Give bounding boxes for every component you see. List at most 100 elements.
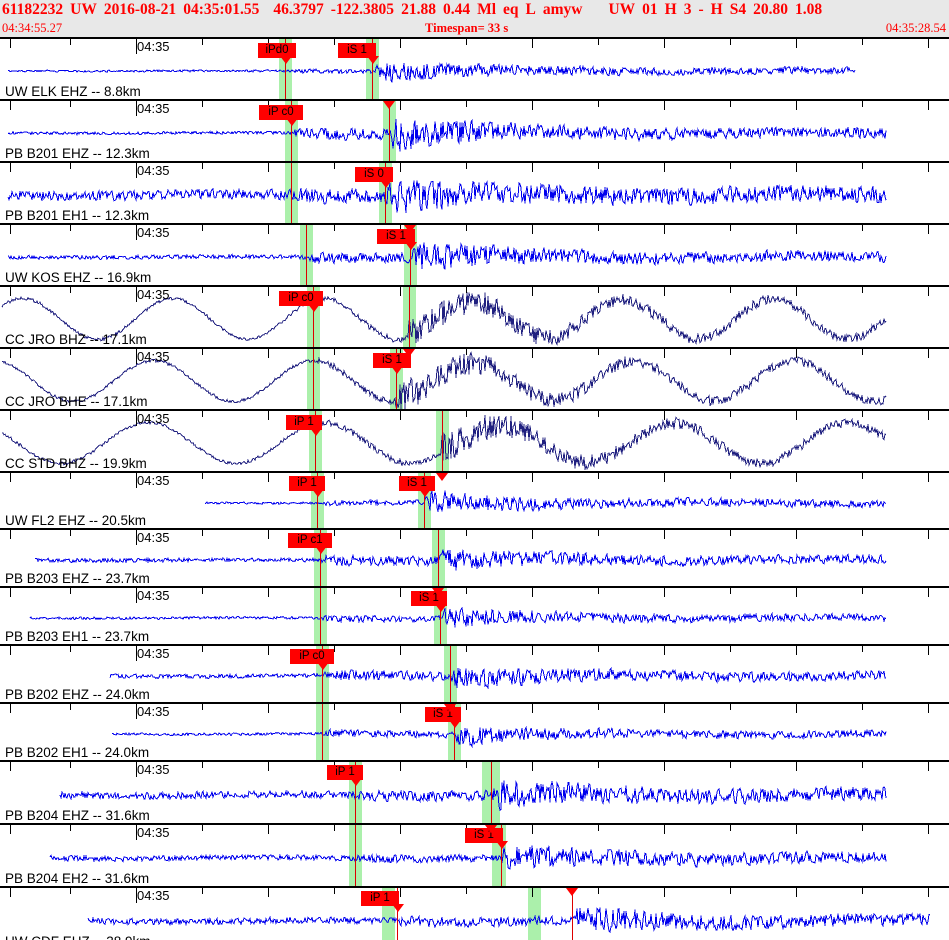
phase-count: 3 [683,1,692,18]
pick-arrow-icon [432,588,444,596]
station-channel-label[interactable]: PB B201 EH1 -- 12.3km [5,208,150,223]
auth-number: 01 [642,1,658,18]
station-channel-label[interactable]: CC STD BHZ -- 19.9km [5,456,147,471]
trace-panel[interactable]: 04:35 iS 0 PB B201 EH1 -- 12.3km [0,161,949,223]
phase-pick-tag[interactable]: iP c0 [259,105,303,120]
pick-time-line[interactable] [355,825,356,886]
waveform-trace [109,667,887,690]
pick-time-line[interactable] [315,411,316,471]
pick-time-line[interactable] [385,163,386,223]
station-channel-label[interactable]: PB B202 EH1 -- 24.0km [5,745,150,760]
station-channel-label[interactable]: PB B204 EH2 -- 31.6km [5,871,150,886]
pick-time-line[interactable] [313,287,314,347]
trace-panel[interactable]: 04:35 iP c0 PB B202 EHZ -- 24.0km [0,644,949,702]
phase-pick-tag[interactable]: iP 1 [286,415,322,430]
phase-pick-tag[interactable]: iP 1 [289,476,325,491]
pick-time-line[interactable] [450,646,451,702]
pick-time-line[interactable] [320,588,321,644]
event-type: eq [503,1,519,18]
station-channel-label[interactable]: PB B204 EHZ -- 31.6km [5,808,150,823]
phase-pick-tag[interactable]: iP 1 [327,765,363,780]
station-channel-label[interactable]: UW ELK EHZ -- 8.8km [5,84,141,99]
trace-panel[interactable]: 04:35 iS 1 PB B204 EH2 -- 31.6km [0,823,949,886]
pick-time-line[interactable] [320,530,321,586]
station-channel-label[interactable]: PB B202 EHZ -- 24.0km [5,687,150,702]
phase-pick-tag[interactable]: iS 1 [399,476,435,491]
trace-panel[interactable]: 04:35 iS 1 PB B203 EH1 -- 23.7km [0,586,949,644]
pick-time-line[interactable] [389,101,390,161]
trace-panel[interactable]: 04:35 iS 1 PB B202 EH1 -- 24.0km [0,702,949,760]
timespan-label: Timespan= 33 s [425,21,509,35]
pick-arrow-icon [405,242,417,250]
pick-time-line[interactable] [572,888,573,940]
pick-time-line[interactable] [372,39,373,99]
minute-marker-tick [136,39,137,54]
trace-panel[interactable]: 04:35 iPd0 iS 1 UW ELK EHZ -- 8.8km [0,37,949,99]
pick-time-line[interactable] [501,825,502,886]
event-longitude: -122.3805 [330,1,395,18]
pick-arrow-icon [566,888,578,896]
pick-time-line[interactable] [424,473,425,528]
waveform-trace [49,845,887,870]
pick-time-line[interactable] [355,762,356,823]
pick-time-line[interactable] [313,349,314,409]
phase-pick-tag[interactable]: iP c0 [279,291,323,306]
minute-marker-tick [136,349,137,364]
station-channel-label[interactable]: CC JRO BHE -- 17.1km [5,394,148,409]
phase-pick-tag[interactable]: iP 1 [361,891,399,906]
trace-panel[interactable]: 04:35 iP c1 PB B203 EHZ -- 23.7km [0,528,949,586]
pick-arrow-icon [308,304,320,312]
pick-arrow-icon [317,662,329,670]
trace-panel[interactable]: 04:35 iS 1 CC JRO BHE -- 17.1km [0,347,949,409]
h2-flag: H [710,1,723,18]
phase-pick-tag[interactable]: iP c1 [288,533,332,548]
trace-panel[interactable]: 04:35 iP c0 PB B201 EHZ -- 12.3km [0,99,949,161]
pick-time-line[interactable] [322,646,323,702]
pick-time-line[interactable] [442,411,443,471]
minute-marker-tick [136,225,137,240]
trace-panel[interactable]: 04:35 iP 1 iS 1 UW FL2 EHZ -- 20.5km [0,471,949,528]
phase-pick-tag[interactable]: iS 1 [338,43,376,58]
pick-arrow-icon [404,225,416,233]
pick-time-line[interactable] [306,225,307,285]
pick-time-line[interactable] [409,287,410,347]
pick-time-line[interactable] [410,225,411,285]
phase-pick-tag[interactable]: iP c0 [290,649,334,664]
rms-a: 20.80 [753,1,788,18]
pick-time-line[interactable] [440,588,441,644]
pick-time-line[interactable] [491,762,492,823]
trace-panel[interactable]: 04:35 iS 1 UW KOS EHZ -- 16.9km [0,223,949,285]
station-channel-label[interactable]: UW CDF EHZ -- 38.9km [5,935,151,940]
event-header-bar: 61182232 UW 2016-08-21 04:35:01.55 46.3797 -1… [0,0,949,20]
pick-time-line[interactable] [291,163,292,223]
station-channel-label[interactable]: CC JRO BHZ -- 17.1km [5,332,147,347]
pick-time-line[interactable] [438,530,439,586]
station-channel-label[interactable]: PB B203 EH1 -- 23.7km [5,629,150,644]
timespan-bar: 04:34:55.27 Timespan= 33 s 04:35:28.54 [0,20,949,37]
station-channel-label[interactable]: PB B201 EHZ -- 12.3km [5,146,150,161]
pick-time-line[interactable] [291,101,292,161]
trace-panel[interactable]: 04:35 iP 1 PB B204 EHZ -- 31.6km [0,760,949,823]
station-channel-label[interactable]: UW FL2 EHZ -- 20.5km [5,513,147,528]
axis-time-label: 04:35 [137,163,170,178]
event-magnitude: 0.44 [442,1,471,18]
phase-pick-tag[interactable]: iS 0 [355,167,393,182]
pick-time-line[interactable] [454,704,455,760]
waveform-trace [59,780,887,811]
trace-panel[interactable]: 04:35 iP 1 CC STD BHZ -- 19.9km [0,409,949,471]
trace-panel[interactable]: 04:35 iP 1 UW CDF EHZ -- 38.9km [0,886,949,940]
pick-time-line[interactable] [396,349,397,409]
station-channel-label[interactable]: PB B203 EHZ -- 23.7km [5,571,150,586]
trace-panel[interactable]: 04:35 iP c0 CC JRO BHZ -- 17.1km [0,285,949,347]
pick-time-line[interactable] [317,473,318,528]
pick-time-line[interactable] [397,888,398,940]
pick-arrow-icon [449,720,461,728]
station-channel-label[interactable]: UW KOS EHZ -- 16.9km [5,270,152,285]
pick-time-line[interactable] [285,39,286,99]
axis-time-label: 04:35 [137,530,170,545]
minute-marker-tick [136,163,137,178]
phase-pick-tag[interactable]: iPd0 [258,43,296,58]
phase-pick-tag[interactable]: iS 1 [373,353,411,368]
pick-time-line[interactable] [322,704,323,760]
minute-marker-tick [136,762,137,777]
